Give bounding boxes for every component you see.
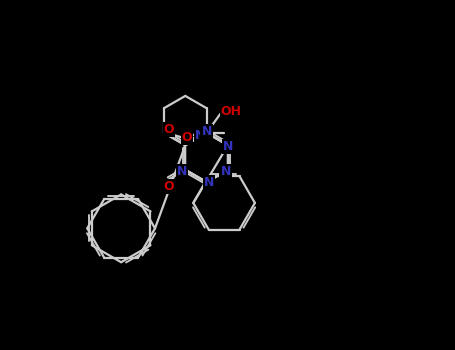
Text: N: N [177,165,187,178]
Text: O: O [164,180,174,193]
Text: O: O [182,131,192,144]
Text: OH: OH [221,105,242,118]
Text: N: N [204,176,214,189]
Text: N: N [223,140,233,153]
Text: N: N [202,125,212,138]
Text: O: O [164,123,174,136]
Text: N: N [195,129,206,142]
Text: N: N [221,165,231,178]
